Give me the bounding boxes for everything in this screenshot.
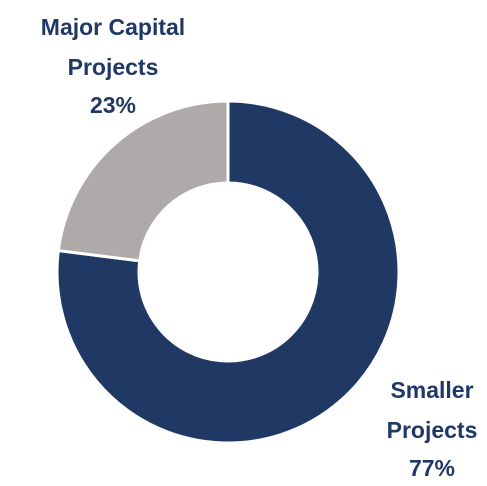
value-label: 77% — [408, 455, 456, 481]
donut-slice — [56, 99, 230, 263]
category-label: Smaller Projects — [386, 377, 478, 443]
slice-label: Smaller Projects 77% — [377, 370, 487, 486]
value-label: 23% — [89, 92, 137, 118]
slice-label: Major Capital Projects 23% — [18, 7, 208, 123]
category-label: Major Capital Projects — [40, 14, 186, 80]
donut-slice — [55, 99, 401, 445]
